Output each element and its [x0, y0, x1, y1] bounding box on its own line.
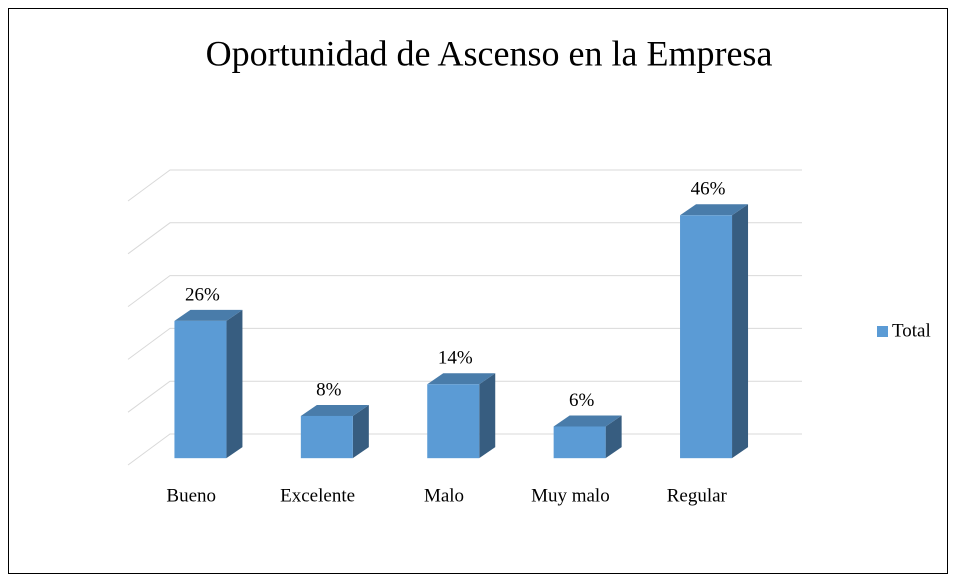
bar-top [553, 415, 622, 427]
bar-top [680, 204, 749, 216]
chart-title: Oportunidad de Ascenso en la Empresa [206, 33, 773, 73]
data-label: 6% [569, 390, 595, 411]
grid-line [127, 169, 802, 202]
bar [680, 215, 733, 459]
data-label: 46% [691, 179, 726, 200]
grid-line [127, 222, 802, 255]
legend-label: Total [892, 320, 931, 341]
grid-line [127, 327, 802, 360]
x-tick-label: Bueno [166, 485, 216, 506]
data-label: 14% [438, 348, 473, 369]
bar [174, 320, 227, 459]
bar-top [174, 309, 243, 321]
x-tick-label: Excelente [280, 485, 355, 506]
bar [300, 415, 353, 459]
grid-line [127, 380, 802, 413]
bar-side [732, 204, 749, 459]
bar-top [300, 404, 369, 416]
bar [427, 384, 480, 459]
legend-swatch [877, 326, 888, 337]
x-tick-label: Regular [667, 485, 728, 506]
bar-side [605, 415, 622, 459]
chart-border [8, 8, 948, 574]
bar-side [226, 309, 243, 459]
bar-top [427, 373, 496, 385]
bar-side [479, 373, 496, 459]
data-label: 8% [316, 379, 342, 400]
data-label: 26% [185, 284, 220, 305]
bar [553, 426, 606, 459]
x-tick-label: Muy malo [531, 485, 610, 506]
x-tick-label: Malo [424, 485, 464, 506]
grid-line [127, 275, 802, 308]
bar-side [352, 404, 369, 459]
